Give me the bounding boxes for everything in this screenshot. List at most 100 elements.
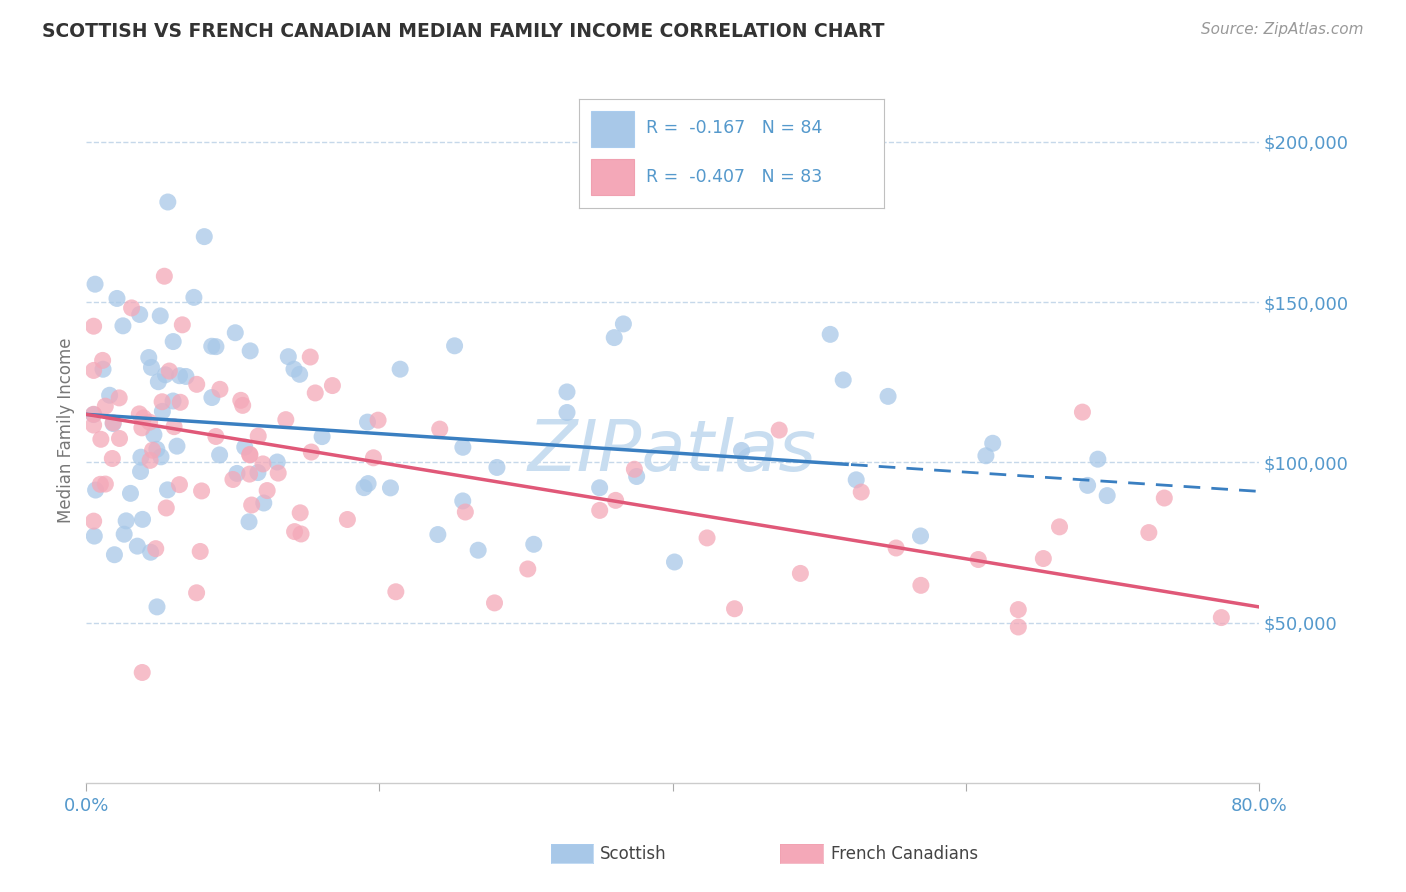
Point <box>818 327 841 342</box>
Point <box>267 466 290 480</box>
Point <box>205 340 228 354</box>
Point <box>169 477 191 491</box>
Point <box>141 360 163 375</box>
Point <box>233 440 256 454</box>
Point <box>696 531 718 545</box>
Point <box>150 404 173 418</box>
Point <box>131 512 153 526</box>
Point <box>768 423 790 437</box>
Point <box>153 269 176 284</box>
Point <box>356 415 378 429</box>
Point <box>910 529 932 543</box>
Point <box>226 467 249 481</box>
Point <box>201 339 224 353</box>
Point <box>139 453 162 467</box>
Point <box>120 486 142 500</box>
Point <box>336 512 359 526</box>
Point <box>626 469 648 483</box>
Point <box>89 477 111 491</box>
Point <box>169 368 191 383</box>
Point <box>94 399 117 413</box>
Point <box>83 407 105 421</box>
Point <box>723 601 745 615</box>
Point <box>201 391 224 405</box>
Point <box>174 369 197 384</box>
Point <box>467 543 489 558</box>
Point <box>83 514 105 528</box>
Point <box>321 378 343 392</box>
Point <box>1007 620 1029 634</box>
Text: Scottish: Scottish <box>600 845 666 863</box>
Point <box>426 527 449 541</box>
Point <box>290 527 312 541</box>
Point <box>239 343 262 358</box>
Point <box>357 476 380 491</box>
Point <box>101 451 124 466</box>
Point <box>83 408 105 422</box>
Point <box>623 462 645 476</box>
Point <box>385 584 408 599</box>
Point <box>208 448 231 462</box>
Point <box>451 440 474 454</box>
Point <box>157 364 180 378</box>
Point <box>155 500 177 515</box>
Point <box>112 527 135 541</box>
Point <box>186 377 208 392</box>
Point <box>91 362 114 376</box>
Point <box>83 529 105 543</box>
Point <box>83 363 105 377</box>
Point <box>131 665 153 680</box>
Point <box>429 422 451 436</box>
Point <box>1153 491 1175 505</box>
Point <box>1137 525 1160 540</box>
Point <box>90 432 112 446</box>
Text: ZIPatlas: ZIPatlas <box>529 417 817 486</box>
Point <box>284 524 307 539</box>
Text: French Canadians: French Canadians <box>831 845 979 863</box>
Point <box>877 389 900 403</box>
Point <box>149 309 172 323</box>
Point <box>555 405 578 419</box>
Point <box>208 382 231 396</box>
Point <box>138 415 160 429</box>
Point <box>222 473 245 487</box>
Point <box>851 485 873 500</box>
Point <box>789 566 811 581</box>
Point <box>83 418 105 433</box>
Point <box>141 443 163 458</box>
Point <box>290 506 312 520</box>
Point <box>1071 405 1094 419</box>
Point <box>121 301 143 315</box>
Point <box>247 429 270 443</box>
Point <box>283 362 305 376</box>
Point <box>612 317 634 331</box>
Point <box>981 436 1004 450</box>
Point <box>183 290 205 304</box>
Point <box>232 398 254 412</box>
Point <box>605 493 627 508</box>
Point <box>166 439 188 453</box>
Point <box>162 334 184 349</box>
Point <box>149 450 172 464</box>
Point <box>132 410 155 425</box>
Point <box>115 514 138 528</box>
Point <box>84 483 107 497</box>
Point <box>229 393 252 408</box>
Point <box>1077 478 1099 492</box>
Text: Source: ZipAtlas.com: Source: ZipAtlas.com <box>1201 22 1364 37</box>
Point <box>111 318 134 333</box>
Point <box>246 466 269 480</box>
Point <box>266 455 288 469</box>
Point <box>910 578 932 592</box>
Point <box>1007 602 1029 616</box>
Point <box>1095 489 1118 503</box>
Point <box>555 384 578 399</box>
Point <box>967 552 990 566</box>
Point <box>730 443 752 458</box>
Point <box>277 350 299 364</box>
Point <box>443 339 465 353</box>
Point <box>172 318 194 332</box>
Point <box>145 541 167 556</box>
Point <box>103 548 125 562</box>
Point <box>156 483 179 497</box>
